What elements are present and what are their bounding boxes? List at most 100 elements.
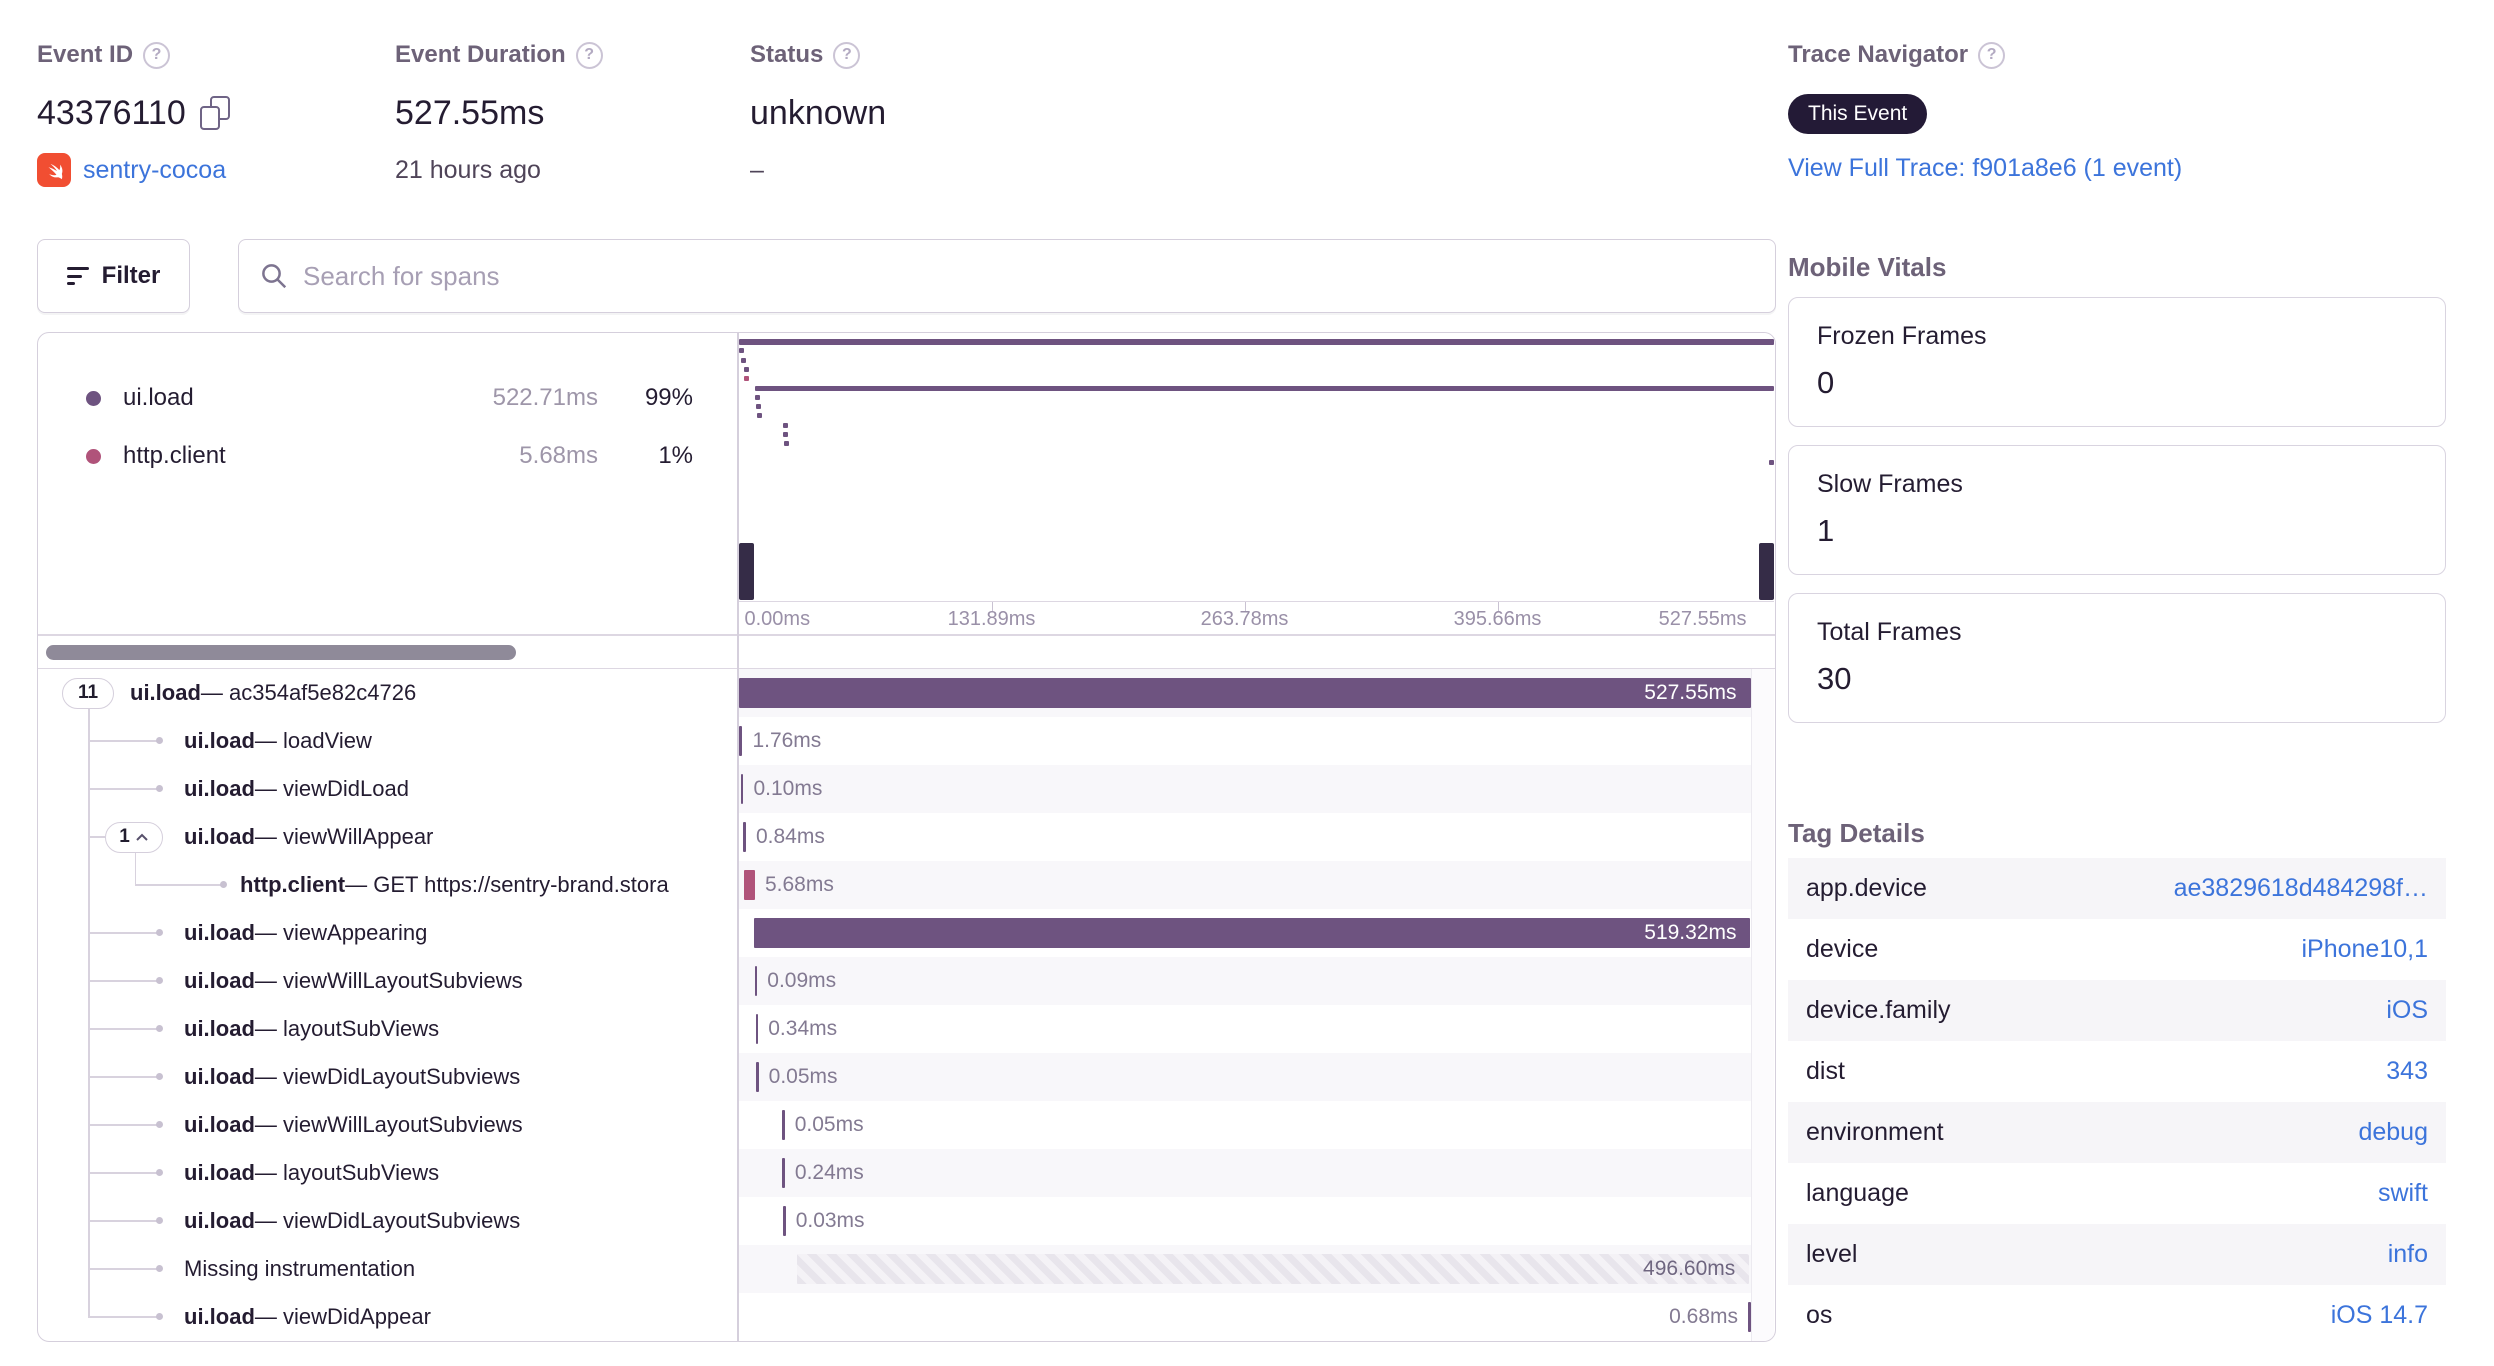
span-waterfall-row[interactable]: 0.05ms <box>738 1053 1751 1101</box>
span-waterfall-row[interactable]: 0.10ms <box>738 765 1751 813</box>
help-icon[interactable]: ? <box>575 41 603 69</box>
span-description: ui.load — loadView <box>184 728 372 753</box>
project-link[interactable]: sentry-cocoa <box>83 155 227 184</box>
mobile-vitals-heading: Mobile Vitals <box>1788 252 1947 282</box>
minimap-left-handle[interactable] <box>738 543 754 600</box>
copy-icon[interactable] <box>199 96 230 130</box>
span-waterfall-row[interactable]: 0.09ms <box>738 957 1751 1005</box>
span-duration-label: 0.34ms <box>768 1017 838 1040</box>
tree-scrollbar-track <box>38 636 737 668</box>
tag-value-link[interactable]: iOS <box>2386 996 2428 1024</box>
span-duration-bar <box>754 966 758 996</box>
span-duration-bar <box>796 1254 1750 1284</box>
span-waterfall-row[interactable]: 0.68ms <box>739 1293 1751 1341</box>
span-duration-label: 0.05ms <box>794 1113 864 1136</box>
span-waterfall-row[interactable]: 0.03ms <box>739 1197 1751 1245</box>
span-duration-bar <box>1748 1302 1751 1332</box>
span-duration-bar <box>755 1014 759 1044</box>
span-tree-row[interactable]: ui.load — loadView <box>38 717 737 765</box>
search-input[interactable] <box>303 260 1755 292</box>
span-waterfall-row[interactable]: 0.34ms <box>739 1005 1751 1053</box>
help-icon[interactable]: ? <box>1978 41 2006 69</box>
span-tree-row[interactable]: ui.load — viewWillLayoutSubviews <box>38 957 737 1005</box>
tree-node-dot <box>156 1217 163 1224</box>
tree-connector <box>88 932 158 934</box>
span-tree-row[interactable]: http.client — GET https://sentry-brand.s… <box>38 861 737 909</box>
filter-button[interactable]: Filter <box>37 239 190 313</box>
tag-row: device.family iOS <box>1788 980 2446 1041</box>
this-event-badge: This Event <box>1788 94 1928 134</box>
legend-item[interactable]: ui.load 522.71ms 99% <box>38 369 737 427</box>
op-color-dot <box>86 448 101 464</box>
tag-value-link[interactable]: 343 <box>2386 1057 2428 1085</box>
span-duration-label: 519.32ms <box>1644 921 1737 944</box>
tree-scrollbar-thumb[interactable] <box>46 644 516 660</box>
collapsed-children-pill[interactable]: 11 <box>62 677 114 709</box>
span-waterfall-row[interactable]: 0.05ms <box>739 1101 1751 1149</box>
waterfall-scroll-gutter <box>1750 669 1774 1341</box>
minimap-span-mark <box>744 376 750 382</box>
span-description: ui.load — viewDidLayoutSubviews <box>184 1208 521 1233</box>
span-duration-bar <box>754 918 1751 948</box>
tag-key: level <box>1806 1240 1858 1268</box>
legend-op-duration: 5.68ms <box>519 442 598 469</box>
span-tree-row[interactable]: ui.load — viewWillLayoutSubviews <box>38 1101 737 1149</box>
span-tree-row[interactable]: ui.load — viewDidLayoutSubviews <box>38 1053 737 1101</box>
event-id-value: 43376110 <box>37 93 186 132</box>
span-waterfall-row[interactable]: 519.32ms <box>739 909 1751 957</box>
span-waterfall-row[interactable]: 5.68ms <box>738 861 1751 909</box>
span-tree-row[interactable]: Missing instrumentation <box>38 1245 737 1293</box>
tag-value-link[interactable]: ae3829618d484298f… <box>2173 874 2428 902</box>
span-tree-row[interactable]: ui.load — viewDidLoad <box>38 765 737 813</box>
span-description: ui.load — ac354af5e82c4726 <box>130 680 417 705</box>
help-icon[interactable]: ? <box>143 41 171 69</box>
span-description: http.client — GET https://sentry-brand.s… <box>240 872 669 897</box>
event-id-label: Event ID ? <box>37 38 230 72</box>
span-tree-row[interactable]: 1 ui.load — viewWillAppear <box>38 813 737 861</box>
tag-value-link[interactable]: info <box>2387 1240 2428 1268</box>
status-column: Status ? unknown – <box>750 38 886 190</box>
legend-item[interactable]: http.client 5.68ms 1% <box>38 427 737 485</box>
tag-value-link[interactable]: iPhone10,1 <box>2301 935 2428 963</box>
span-tree-row[interactable]: ui.load — viewDidLayoutSubviews <box>38 1197 737 1245</box>
tag-details-heading: Tag Details <box>1788 818 1925 848</box>
expanded-children-pill[interactable]: 1 <box>105 821 163 853</box>
span-waterfall-row[interactable]: 1.76ms <box>739 717 1751 765</box>
minimap-span-mark <box>739 348 745 354</box>
minimap-span-mark <box>741 357 747 363</box>
span-waterfall-row[interactable]: 0.24ms <box>738 1149 1751 1197</box>
trace-minimap[interactable] <box>738 333 1774 601</box>
minimap-span-mark <box>783 432 789 437</box>
tag-row: device iPhone10,1 <box>1788 919 2446 980</box>
event-id-column: Event ID ? 43376110 sentry-cocoa <box>37 38 230 190</box>
span-duration-label: 0.84ms <box>755 825 825 848</box>
span-duration-label: 0.09ms <box>767 969 837 992</box>
span-description: Missing instrumentation <box>184 1256 416 1281</box>
span-tree-row[interactable]: ui.load — viewDidAppear <box>38 1293 737 1341</box>
span-description: ui.load — viewWillLayoutSubviews <box>184 1112 523 1137</box>
tree-node-dot <box>156 1073 163 1080</box>
tag-value-link[interactable]: debug <box>2358 1118 2428 1146</box>
vitals-card-value: 30 <box>1817 661 1852 696</box>
event-duration-value: 527.55ms <box>395 93 545 132</box>
span-tree-row[interactable]: ui.load — layoutSubViews <box>38 1149 737 1197</box>
filter-icon <box>66 267 89 285</box>
minimap-span-mark <box>756 404 762 410</box>
tag-row: language swift <box>1788 1163 2446 1224</box>
tag-value-link[interactable]: swift <box>2378 1179 2428 1207</box>
span-waterfall-row[interactable]: 527.55ms <box>738 669 1751 717</box>
tag-key: os <box>1806 1301 1833 1329</box>
help-icon[interactable]: ? <box>833 41 861 69</box>
span-waterfall-row[interactable]: 496.60ms <box>738 1245 1751 1293</box>
tag-key: environment <box>1806 1118 1944 1146</box>
span-waterfall-row[interactable]: 0.84ms <box>739 813 1751 861</box>
tag-value-link[interactable]: iOS 14.7 <box>2330 1301 2428 1329</box>
view-full-trace-link[interactable]: View Full Trace: f901a8e6 (1 event) <box>1788 154 2183 182</box>
minimap-right-handle[interactable] <box>1758 543 1774 600</box>
span-tree-row[interactable]: ui.load — layoutSubViews <box>38 1005 737 1053</box>
minimap-span-mark <box>755 394 761 400</box>
tree-connector <box>88 788 158 790</box>
span-tree-row[interactable]: ui.load — viewAppearing <box>38 909 737 957</box>
minimap-span-mark <box>754 385 1774 391</box>
span-tree-row[interactable]: 11 ui.load — ac354af5e82c4726 <box>38 669 737 717</box>
